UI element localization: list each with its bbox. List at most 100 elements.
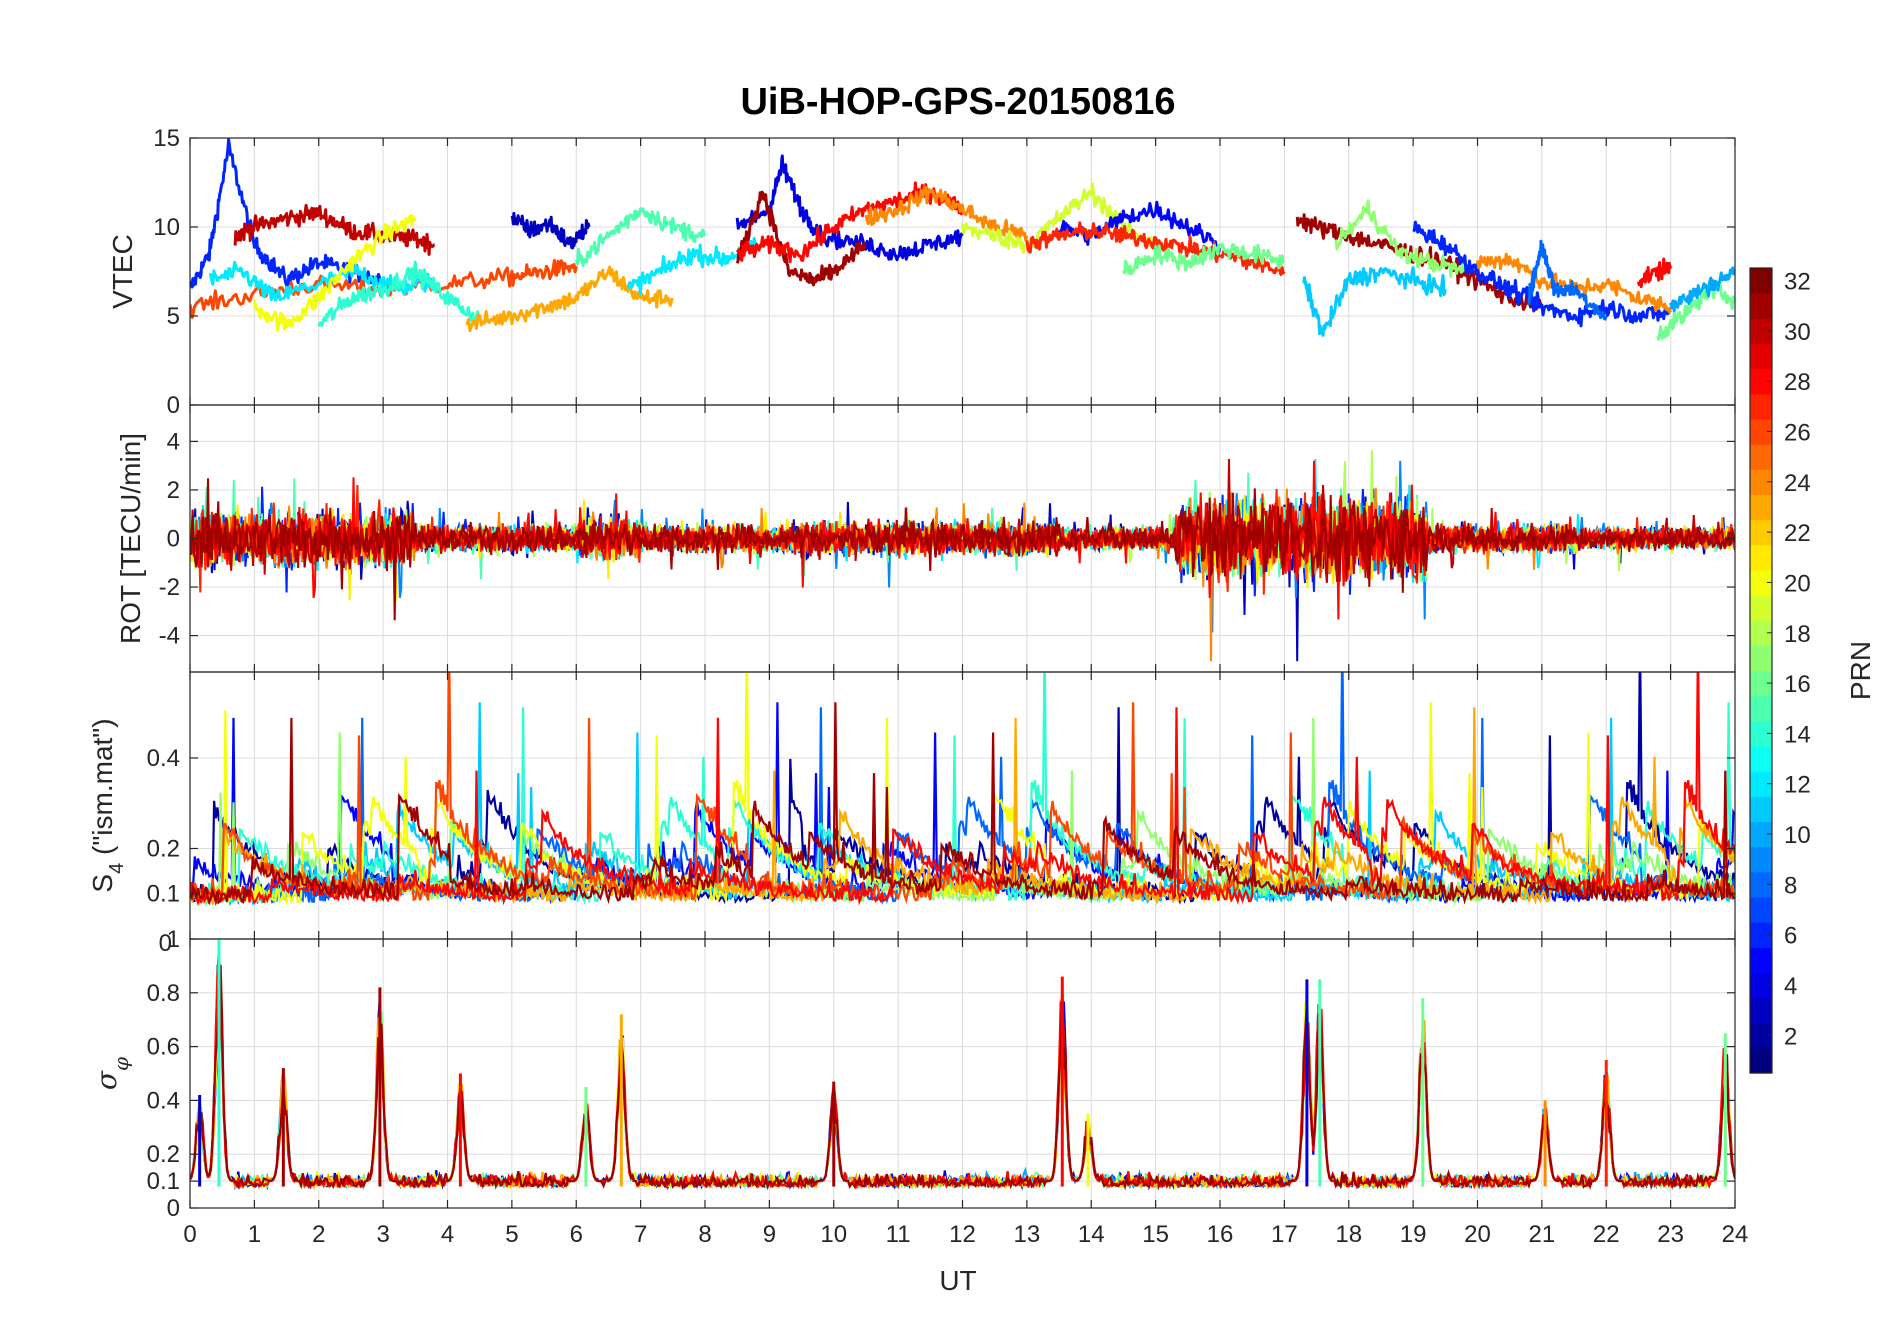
colorbar-swatch-24	[1750, 469, 1772, 496]
colorbar-frame	[1749, 267, 1773, 1074]
colorbar-swatch-19	[1750, 595, 1772, 621]
x-tick-24: 24	[1722, 1221, 1749, 1248]
x-tick-21: 21	[1529, 1221, 1556, 1248]
y-tick-sigphi-0: 0	[167, 1195, 180, 1222]
vtec-series-prn31-18	[1295, 213, 1544, 313]
s4-series-prn28	[190, 672, 1735, 907]
colorbar-tick-12: 26	[1784, 420, 1811, 447]
y-tick-vtec-3: 15	[153, 125, 180, 152]
colorbar-tick-6: 14	[1784, 721, 1811, 748]
y-label-rot: ROT [TECU/min]	[115, 433, 146, 644]
colorbar-swatch-22	[1750, 519, 1772, 546]
y-tick-vtec-0: 0	[167, 392, 180, 419]
y-tick-sigphi-5: 0.8	[147, 980, 180, 1007]
colorbar-swatch-31	[1750, 293, 1772, 319]
data-rot	[190, 450, 1735, 662]
x-tick-2: 2	[312, 1221, 325, 1248]
colorbar-tick-5: 12	[1784, 772, 1811, 799]
x-tick-8: 8	[698, 1221, 711, 1248]
vtec-series-prn12-9	[626, 236, 758, 296]
panel-vtec: 0 5 10 15 VTEC	[107, 125, 1736, 419]
sigphi-series-prn31	[190, 964, 1735, 1191]
colorbar-swatch-6	[1750, 922, 1772, 948]
colorbar-swatch-20	[1750, 569, 1772, 596]
x-tick-10: 10	[820, 1221, 847, 1248]
s4-series-prn20	[190, 672, 1735, 906]
y-label-s4: S4 ("ism.mat")	[87, 718, 128, 892]
vtec-series-prn6-21	[1412, 220, 1672, 328]
vtec-series-prn14-5	[317, 260, 481, 327]
y-tick-vtec-1: 5	[167, 303, 180, 330]
colorbar-tick-9: 20	[1784, 570, 1811, 597]
colorbar-tick-7: 16	[1784, 671, 1811, 698]
x-tick-3: 3	[376, 1221, 389, 1248]
x-tick-20: 20	[1464, 1221, 1491, 1248]
x-tick-15: 15	[1142, 1221, 1169, 1248]
vtec-series-prn4-10	[735, 154, 964, 262]
y-tick-sigphi-2: 0.2	[147, 1141, 180, 1168]
y-tick-rot-4: 4	[167, 428, 180, 455]
vtec-series-prn30-1	[233, 203, 436, 256]
colorbar-tick-11: 24	[1784, 470, 1811, 497]
vtec-series-prn16-24	[1656, 280, 1735, 341]
colorbar-swatch-30	[1750, 318, 1772, 345]
colorbar-tick-1: 4	[1784, 973, 1797, 1000]
vtec-series-prn11-19	[1302, 266, 1447, 337]
colorbar-tick-0: 2	[1784, 1023, 1797, 1050]
y-tick-sigphi-6: 1	[167, 926, 180, 953]
colorbar-swatch-13	[1750, 745, 1772, 772]
colorbar-tick-4: 10	[1784, 822, 1811, 849]
vtec-series-prn28-23	[1636, 257, 1673, 289]
colorbar-swatch-28	[1750, 368, 1772, 395]
x-tick-19: 19	[1400, 1221, 1427, 1248]
panel-rot: -4 -2 0 2 4 ROT [TECU/min]	[115, 404, 1736, 673]
colorbar-tick-15: 32	[1784, 269, 1811, 296]
y-tick-sigphi-3: 0.4	[147, 1087, 180, 1114]
colorbar-swatch-3	[1750, 997, 1772, 1024]
y-tick-s4-2: 0.4	[147, 745, 180, 772]
colorbar-swatch-26	[1750, 418, 1772, 445]
x-tick-14: 14	[1078, 1221, 1105, 1248]
vtec-series-prn27-16	[1025, 221, 1286, 277]
x-tick-4: 4	[441, 1221, 454, 1248]
x-tick-7: 7	[634, 1221, 647, 1248]
y-tick-vtec-2: 10	[153, 214, 180, 241]
x-tick-12: 12	[949, 1221, 976, 1248]
colorbar-tick-3: 8	[1784, 872, 1797, 899]
colorbar-swatch-7	[1750, 896, 1772, 923]
colorbar-swatch-18	[1750, 620, 1772, 646]
vtec-series-prn8-25	[1527, 239, 1608, 321]
colorbar-tick-8: 18	[1784, 621, 1811, 648]
x-tick-17: 17	[1271, 1221, 1298, 1248]
x-tick-11: 11	[886, 1221, 911, 1248]
data-sigphi	[190, 939, 1735, 1191]
colorbar-tick-10: 22	[1784, 520, 1811, 547]
colorbar-swatch-15	[1750, 695, 1772, 722]
y-label-vtec: VTEC	[107, 234, 138, 309]
colorbar-swatch-10	[1750, 821, 1772, 848]
data-s4	[190, 672, 1735, 907]
y-tick-overlap-sigphi: 0	[159, 930, 172, 957]
x-axis-label: UT	[939, 1265, 976, 1296]
colorbar-swatch-25	[1750, 444, 1772, 470]
colorbar-swatch-27	[1750, 393, 1772, 420]
y-tick-sigphi-4: 0.6	[147, 1034, 180, 1061]
colorbar-swatch-8	[1750, 871, 1772, 898]
rot-series-prn31	[190, 478, 1735, 621]
s4-series-prn31	[190, 702, 1735, 906]
x-tick-16: 16	[1207, 1221, 1234, 1248]
x-tick-6: 6	[570, 1221, 583, 1248]
colorbar-swatch-5	[1750, 947, 1772, 973]
x-tick-23: 23	[1657, 1221, 1684, 1248]
x-tick-1: 1	[248, 1221, 261, 1248]
colorbar-swatch-23	[1750, 494, 1772, 521]
colorbar-swatch-32	[1750, 268, 1772, 294]
vtec-series-prn15-8	[574, 207, 707, 267]
colorbar-swatch-16	[1750, 670, 1772, 697]
vtec-series-prn20-4	[252, 213, 417, 332]
colorbar-label: PRN	[1845, 641, 1876, 700]
